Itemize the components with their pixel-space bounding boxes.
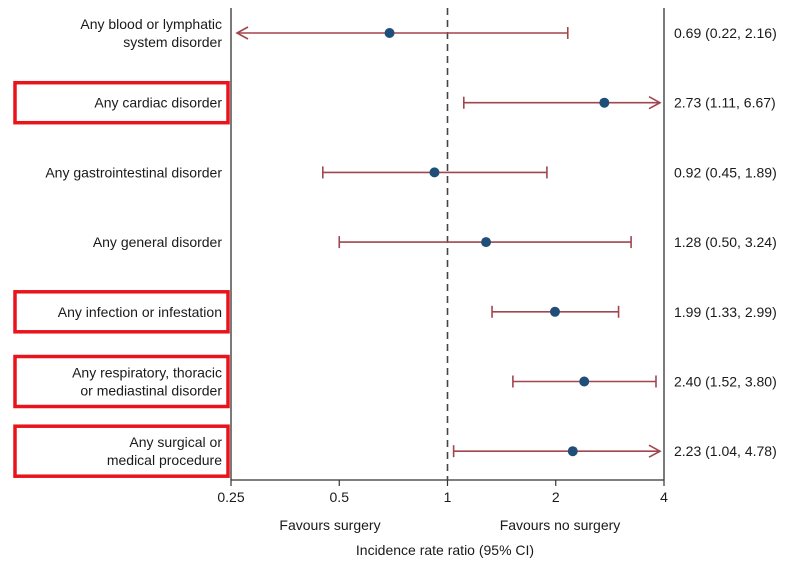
x-tick-label: 0.25	[217, 489, 244, 505]
point-estimate	[429, 167, 440, 178]
row-label-line: Any respiratory, thoracic	[72, 365, 222, 381]
right-caption: Favours no surgery	[500, 517, 621, 533]
row-label-line: Any gastrointestinal disorder	[45, 164, 222, 180]
highlight-box	[13, 354, 230, 409]
row-label-line: Any surgical or	[129, 434, 222, 450]
row-label-line: Any cardiac disorder	[94, 95, 222, 111]
forest-row: Any blood or lymphatic system disorder 0.6…	[80, 16, 776, 50]
highlight-box	[13, 80, 230, 125]
ci-value-label: 1.28 (0.50, 3.24)	[674, 234, 777, 250]
forest-row: Any cardiac disorder 2.73 (1.11, 6.67)	[94, 95, 775, 111]
point-estimate	[567, 446, 578, 457]
ci-arrow-right	[648, 95, 662, 110]
left-caption: Favours surgery	[279, 517, 380, 533]
row-label-line: Any general disorder	[93, 234, 223, 250]
row-label-line: system disorder	[123, 34, 222, 50]
forest-row: Any general disorder 1.28 (0.50, 3.24)	[93, 234, 777, 250]
row-label-line: Any blood or lymphatic	[80, 16, 222, 32]
ci-arrow-right	[648, 444, 662, 458]
x-tick-label: 0.5	[330, 489, 350, 505]
forest-row: Any infection or infestation 1.99 (1.33, …	[58, 304, 777, 320]
highlight-box	[13, 424, 230, 478]
forest-row: Any respiratory, thoracic or mediastinal …	[72, 365, 777, 399]
row-label-line: Any infection or infestation	[58, 304, 222, 320]
ci-arrow-left	[235, 26, 249, 40]
x-tick-label: 1	[444, 489, 452, 505]
x-axis-title: Incidence rate ratio (95% CI)	[356, 542, 534, 558]
point-estimate	[481, 237, 492, 248]
x-tick-label: 2	[552, 489, 560, 505]
ci-value-label: 2.40 (1.52, 3.80)	[674, 374, 777, 390]
point-estimate	[384, 28, 395, 38]
ci-value-label: 1.99 (1.33, 2.99)	[674, 304, 777, 320]
ci-value-label: 2.23 (1.04, 4.78)	[674, 443, 777, 459]
x-tick-label: 4	[660, 489, 668, 505]
row-label-line: or mediastinal disorder	[80, 383, 222, 399]
forest-row: Any surgical or medical procedure 2.23 (1.…	[107, 434, 777, 468]
highlight-box	[13, 290, 230, 334]
ci-value-label: 0.69 (0.22, 2.16)	[674, 25, 777, 41]
forest-row: Any gastrointestinal disorder 0.92 (0.45,…	[45, 164, 776, 180]
point-estimate	[579, 376, 590, 387]
point-estimate	[599, 97, 610, 108]
row-label-line: medical procedure	[107, 452, 222, 468]
point-estimate	[549, 306, 560, 317]
ci-value-label: 2.73 (1.11, 6.67)	[674, 95, 776, 111]
ci-value-label: 0.92 (0.45, 1.89)	[674, 164, 777, 180]
